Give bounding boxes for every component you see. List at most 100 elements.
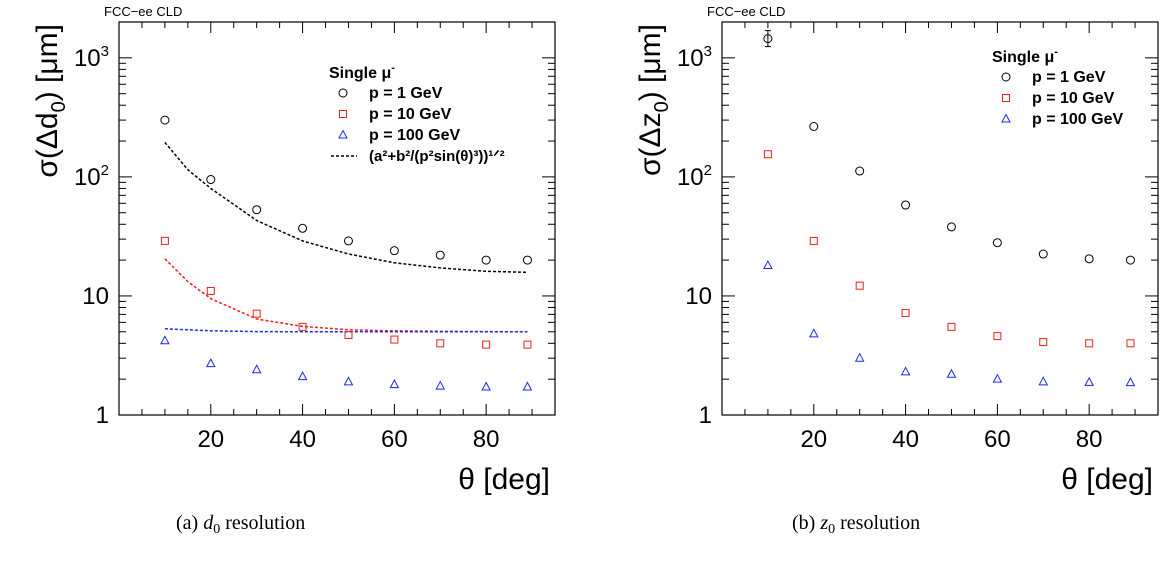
data-point-circle [809,122,819,132]
data-point-triangle [1084,376,1094,386]
fit-curve-1 [164,258,528,333]
data-point-circle [855,166,865,176]
x-tick-label: 60 [984,426,1011,453]
legend-entry-label: p = 1 GeV [1032,69,1106,86]
data-point-square [763,150,772,159]
data-point-circle [901,200,911,210]
data-point-circle [343,236,353,246]
data-point-circle [946,222,956,232]
legend-title: Single μ- [992,46,1058,66]
data-point-circle [763,34,773,44]
data-point-circle [252,205,262,215]
legend: Single μ-p = 1 GeV p = 10 GeV p = 100 GeV (… [329,62,505,165]
legend-marker-square [1002,94,1010,102]
data-point-triangle [205,358,216,368]
data-point-circle [298,223,308,233]
data-point-square [1126,339,1135,348]
legend-entry-label: p = 10 GeV [369,106,452,123]
plot-frame [118,21,556,416]
data-point-square [901,308,910,317]
y-tick-label: 1 [699,402,712,429]
legend-marker-circle [1001,72,1011,82]
x-tick-label: 60 [381,426,408,453]
y-tick-label: 103 [74,43,109,72]
legend-marker-square [339,110,347,118]
y-tick-label: 103 [677,43,712,72]
x-tick-label: 40 [289,426,316,453]
data-point-circle [1038,249,1048,259]
fit-curve-0 [164,141,528,274]
y-axis-title: σ(Δz0) [μm] [634,24,673,176]
data-point-circle [522,255,532,265]
data-point-triangle [522,381,533,391]
plot-panel-d0: FCC−ee CLD 20 40 60 80 1 10 102 103 θ [deg] σ(Δd0)… [31,4,556,496]
legend: Single μ-p = 1 GeV p = 10 GeV p = 100 GeV [992,46,1123,128]
y-tick-label: 10 [82,283,109,310]
plot-header-label: FCC−ee CLD [104,4,182,19]
data-point-circle [435,250,445,260]
data-point-circle [992,238,1002,248]
plot-panel-z0: FCC−ee CLD 20 40 60 80 1 10 102 103 θ [deg] σ(Δz0)… [634,4,1159,496]
x-axis-title: θ [deg] [458,463,550,496]
data-point-triangle [808,328,819,338]
data-point-square [206,287,215,296]
legend-entry-label: p = 100 GeV [1032,111,1123,128]
caption-a: (a) d0 resolution [176,512,306,537]
figure-canvas: FCC−ee CLD 20 40 60 80 1 10 102 103 θ [deg] σ(Δd0)… [31,4,1159,496]
x-tick-label: 20 [197,426,224,453]
x-tick-label: 20 [800,426,827,453]
x-axis-title: θ [deg] [1061,463,1153,496]
data-point-square [160,236,169,245]
caption-b: (b) z0 resolution [792,512,921,537]
legend-entry-label: p = 10 GeV [1032,90,1115,107]
data-point-triangle [389,379,400,389]
plot-frame [721,21,1159,416]
data-point-circle [1084,254,1094,264]
data-point-triangle [343,376,354,386]
legend-marker-circle [338,88,348,98]
data-point-square [252,309,261,318]
data-point-square [947,322,956,331]
x-tick-label: 80 [1076,426,1103,453]
data-point-square [298,322,307,331]
data-point-square [1085,339,1094,348]
data-point-square [436,339,445,348]
y-tick-label: 1 [96,402,109,429]
data-point-square [390,335,399,344]
y-tick-label: 10 [685,283,712,310]
x-tick-label: 80 [473,426,500,453]
data-point-square [993,332,1002,341]
data-point-square [809,236,818,245]
legend-marker-triangle [338,129,348,139]
data-point-triangle [160,335,170,345]
plot-header-label: FCC−ee CLD [707,4,785,19]
data-point-triangle [435,380,446,390]
data-point-triangle [1125,377,1136,387]
legend-entry-label: p = 100 GeV [369,127,460,144]
data-point-triangle [946,368,957,378]
legend-entry-label: p = 1 GeV [369,85,443,102]
data-point-triangle [297,371,308,381]
data-point-circle [389,246,399,256]
data-point-circle [481,255,491,265]
data-point-circle [206,175,216,185]
data-point-square [482,340,491,349]
y-axis-title: σ(Δd0) [μm] [31,24,70,178]
data-point-square [344,330,353,339]
data-point-square [523,340,532,349]
data-point-triangle [1038,376,1049,386]
data-point-square [1039,338,1048,347]
y-tick-label: 102 [74,162,109,191]
data-point-triangle [900,366,911,376]
data-point-triangle [481,381,491,391]
legend-fit-label: (a²+b²/(p²sin(θ)³))¹ᐟ² [369,148,505,165]
data-point-circle [1125,255,1135,265]
data-point-triangle [992,373,1003,383]
fit-curve-2 [164,328,528,333]
x-tick-label: 40 [892,426,919,453]
data-point-triangle [854,352,865,362]
legend-title: Single μ- [329,62,395,82]
data-point-triangle [763,259,773,270]
data-point-square [855,281,864,290]
data-point-triangle [251,364,262,374]
